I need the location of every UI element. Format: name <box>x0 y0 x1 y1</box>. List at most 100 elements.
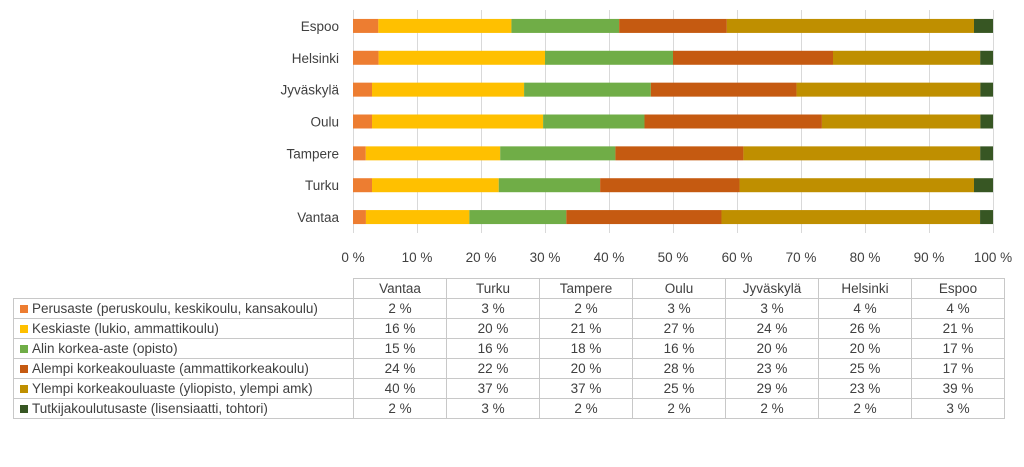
table-cell: 3 % <box>446 398 540 419</box>
bar-segment <box>543 114 645 129</box>
x-tick-label: 60 % <box>722 250 753 265</box>
table-cell: 21 % <box>911 318 1005 339</box>
table-cell: 29 % <box>725 378 819 399</box>
table-header-row: Vantaa Turku Tampere Oulu Jyväskylä Helsinki E… <box>13 278 1005 299</box>
table-cell: 2 % <box>539 398 633 419</box>
bar-segment <box>365 146 501 161</box>
table-cell: 2 % <box>632 398 726 419</box>
x-axis-tick-labels: 0 % 10 % 20 % 30 % 40 % 50 % 60 % 70 % 80 % 90 % 1… <box>341 250 1012 265</box>
table-cell: 25 % <box>632 378 726 399</box>
table-cell: 18 % <box>539 338 633 359</box>
legend-label: Keskiaste (lukio, ammattikoulu) <box>32 321 219 336</box>
bar-segment <box>600 178 740 193</box>
x-tick-label: 0 % <box>341 250 364 265</box>
bar-segment <box>721 210 981 225</box>
bars <box>353 18 993 225</box>
bar-segment <box>524 82 651 97</box>
table-cell: 20 % <box>725 338 819 359</box>
bar-segment <box>378 50 545 65</box>
table-cell: 16 % <box>632 338 726 359</box>
bar-segment <box>545 50 673 65</box>
bar-segment <box>353 210 366 225</box>
legend-swatch <box>20 385 28 393</box>
table-cell: 17 % <box>911 338 1005 359</box>
table-row: Perusaste (peruskoulu, keskikoulu, kansa… <box>13 298 1005 319</box>
table-row: Tutkijakoulutusaste (lisensiaatti, tohto… <box>13 398 1005 419</box>
x-tick-label: 20 % <box>466 250 497 265</box>
table-cell: 37 % <box>539 378 633 399</box>
table-row: Alin korkea-aste (opisto) 15 % 16 % 18 % 16 … <box>13 338 1005 359</box>
bar-segment <box>821 114 981 129</box>
bar-segment <box>619 18 727 33</box>
x-tick-label: 70 % <box>786 250 817 265</box>
category-label: Oulu <box>310 115 339 130</box>
table-row: Alempi korkeakouluaste (ammattikorkeakou… <box>13 358 1005 379</box>
bar-segment <box>833 50 981 65</box>
table-row-header: Keskiaste (lukio, ammattikoulu) <box>13 318 354 339</box>
table-cell: 24 % <box>725 318 819 339</box>
category-label: Tampere <box>286 146 339 161</box>
x-tick-label: 90 % <box>914 250 945 265</box>
table-cell: 21 % <box>539 318 633 339</box>
legend-swatch <box>20 345 28 353</box>
table-column-header: Espoo <box>911 278 1005 299</box>
table-cell: 40 % <box>353 378 447 399</box>
table-cell: 15 % <box>353 338 447 359</box>
bar-segment <box>796 82 981 97</box>
bar-segment <box>644 114 822 129</box>
table-row: Ylempi korkeakouluaste (yliopisto, ylemp… <box>13 378 1005 399</box>
table-cell: 16 % <box>353 318 447 339</box>
bar-segment <box>353 18 379 33</box>
table-row-header: Ylempi korkeakouluaste (yliopisto, ylemp… <box>13 378 354 399</box>
legend-swatch <box>20 305 28 313</box>
table-column-header: Jyväskylä <box>725 278 819 299</box>
table-cell: 2 % <box>539 298 633 319</box>
table-cell: 25 % <box>818 358 912 379</box>
table-cell: 3 % <box>911 398 1005 419</box>
bar-segment <box>511 18 620 33</box>
table-cell: 2 % <box>725 398 819 419</box>
table-cell: 39 % <box>911 378 1005 399</box>
bar-segment <box>726 18 974 33</box>
bar-segment <box>980 50 993 65</box>
category-label: Helsinki <box>292 51 339 66</box>
bar-segment <box>353 178 373 193</box>
table-row-header: Perusaste (peruskoulu, keskikoulu, kansa… <box>13 298 354 319</box>
stacked-bar-chart: Espoo Helsinki Jyväskylä Oulu Tampere Turku Va… <box>280 10 1012 265</box>
x-tick-label: 40 % <box>594 250 625 265</box>
bar-segment <box>365 210 470 225</box>
bar-segment <box>353 114 373 129</box>
table-cell: 26 % <box>818 318 912 339</box>
table-cell: 20 % <box>539 358 633 379</box>
legend-swatch <box>20 405 28 413</box>
legend-swatch <box>20 365 28 373</box>
legend-label: Perusaste (peruskoulu, keskikoulu, kansa… <box>32 301 318 316</box>
bar-segment <box>980 146 993 161</box>
table-cell: 20 % <box>818 338 912 359</box>
table-cell: 20 % <box>446 318 540 339</box>
table-cell: 22 % <box>446 358 540 379</box>
table-cell: 4 % <box>911 298 1005 319</box>
bar-segment <box>372 114 544 129</box>
table-cell: 2 % <box>818 398 912 419</box>
bar-segment <box>615 146 744 161</box>
table-cell: 16 % <box>446 338 540 359</box>
table-cell: 23 % <box>818 378 912 399</box>
table-row-header: Alempi korkeakouluaste (ammattikorkeakou… <box>13 358 354 379</box>
table-cell: 4 % <box>818 298 912 319</box>
bar-segment <box>739 178 974 193</box>
legend-swatch <box>20 325 28 333</box>
bar-segment <box>650 82 797 97</box>
category-label: Turku <box>305 178 339 193</box>
table-cell: 37 % <box>446 378 540 399</box>
category-label: Espoo <box>301 19 339 34</box>
table-column-header: Turku <box>446 278 540 299</box>
bar-segment <box>973 178 993 193</box>
x-tick-label: 30 % <box>530 250 561 265</box>
legend-label: Ylempi korkeakouluaste (yliopisto, ylemp… <box>32 381 313 396</box>
bar-segment <box>353 50 379 65</box>
table-column-header: Vantaa <box>353 278 447 299</box>
data-table: Vantaa Turku Tampere Oulu Jyväskylä Helsinki E… <box>13 278 1005 419</box>
table-cell: 2 % <box>353 298 447 319</box>
table-row-header: Alin korkea-aste (opisto) <box>13 338 354 359</box>
